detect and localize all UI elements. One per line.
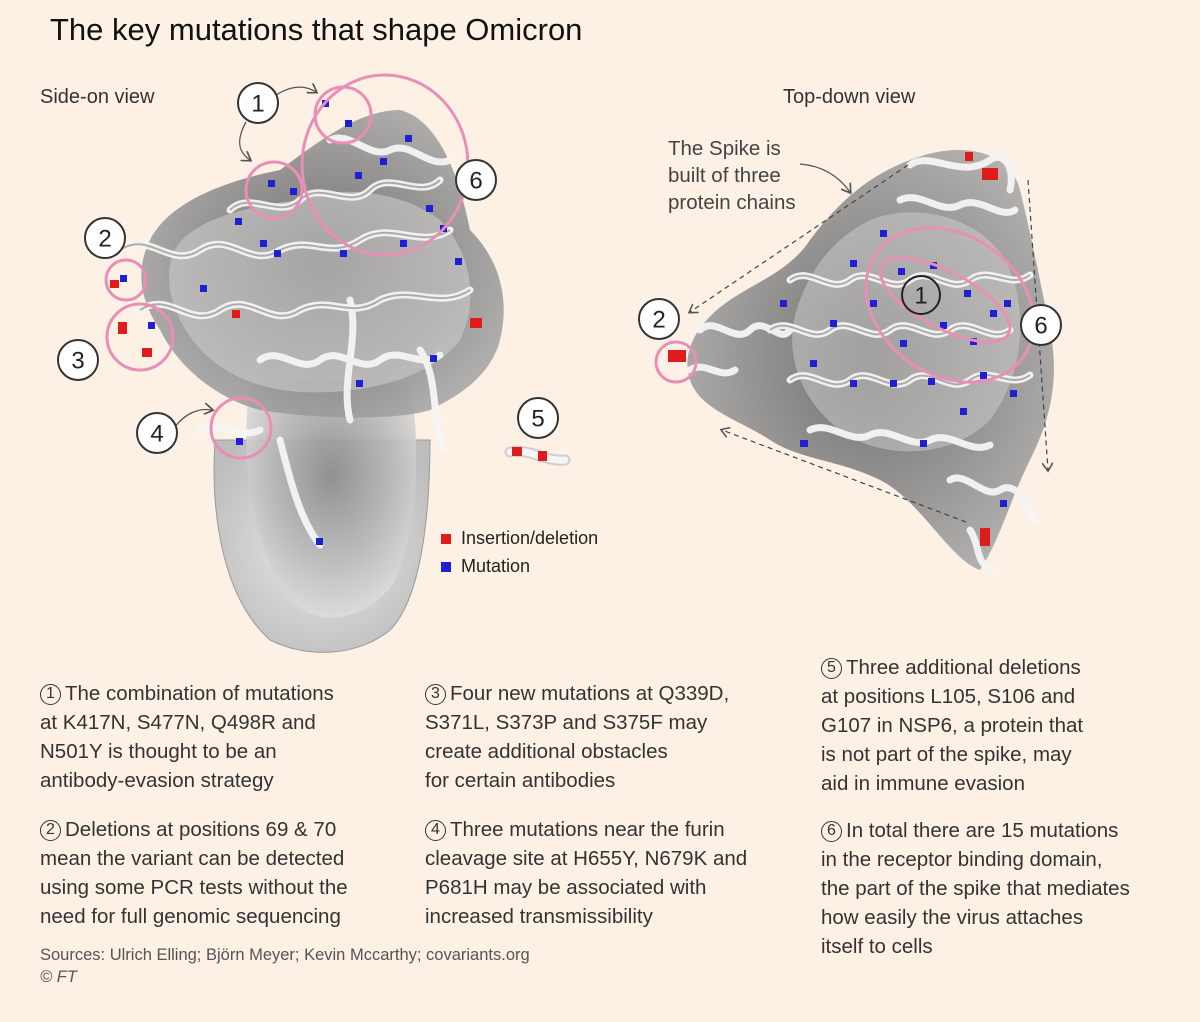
note-line: Deletions at positions 69 & 70	[65, 818, 337, 841]
note-line: The combination of mutations	[65, 682, 334, 705]
note-line: S371L, S373P and S375F may	[425, 711, 708, 734]
note-line: antibody-evasion strategy	[40, 769, 274, 792]
marker-5	[517, 397, 559, 439]
spike-chains-note: The Spike is built of three protein chai…	[668, 135, 796, 216]
legend-insertion-deletion: Insertion/deletion	[441, 528, 598, 549]
sources: Sources: Ulrich Elling; Björn Meyer; Kev…	[40, 946, 530, 964]
note-line: at positions L105, S106 and	[821, 685, 1076, 708]
side-spike-protein	[110, 100, 504, 653]
note-line: Three mutations near the furin	[450, 818, 725, 841]
marker-6-top-label: 6	[1034, 313, 1047, 340]
note-line: In total there are 15 mutations	[846, 819, 1119, 842]
marker-6-top	[1020, 304, 1062, 346]
marker-2-top	[638, 298, 680, 340]
marker-4-side	[136, 412, 178, 454]
side-highlight-3	[105, 302, 175, 372]
marker-1-side	[237, 82, 279, 124]
note-5: 5 Three additional deletions at positions…	[821, 653, 1191, 798]
mutation-swatch	[441, 561, 451, 572]
note-line: at K417N, S477N, Q498R and	[40, 711, 316, 734]
marker-2-top-label: 2	[652, 307, 665, 334]
spike-note-line: protein chains	[668, 191, 796, 214]
note-number: 4	[425, 819, 446, 841]
note-line: using some PCR tests without the	[40, 876, 348, 899]
note-line: G107 in NSP6, a protein that	[821, 714, 1084, 737]
note-number: 5	[821, 657, 842, 679]
copyright: © FT	[40, 968, 77, 986]
top-view-label: Top-down view	[783, 86, 916, 108]
marker-1-top-label: 1	[914, 283, 927, 310]
side-highlight-2	[104, 258, 148, 302]
note-line: increased transmissibility	[425, 905, 653, 928]
note-line: how easily the virus attaches	[821, 906, 1084, 929]
spike-note-line: The Spike is	[668, 137, 781, 160]
note-3: 3 Four new mutations at Q339D, S371L, S37…	[425, 679, 805, 795]
nsp6-fragment	[504, 445, 571, 466]
top-highlight-1	[878, 256, 1012, 344]
marker-2-side	[84, 217, 126, 259]
note-line: is not part of the spike, may	[821, 743, 1072, 766]
legend-mutation: Mutation	[441, 556, 530, 577]
side-view-label: Side-on view	[40, 86, 155, 108]
side-highlight-4	[209, 396, 273, 460]
insertion-swatch	[441, 533, 451, 544]
note-line: N501Y is thought to be an	[40, 740, 277, 763]
marker-3-side-label: 3	[71, 348, 84, 375]
note-line: cleavage site at H655Y, N679K and	[425, 847, 748, 870]
note-number: 3	[425, 683, 446, 705]
note-line: create additional obstacles	[425, 740, 668, 763]
marker-6-side	[455, 159, 497, 201]
note-line: the part of the spike that mediates	[821, 877, 1130, 900]
note-line: for certain antibodies	[425, 769, 616, 792]
note-line: in the receptor binding domain,	[821, 848, 1103, 871]
side-highlight-1-left	[244, 160, 304, 220]
note-line: P681H may be associated with	[425, 876, 707, 899]
note-number: 6	[821, 820, 842, 842]
marker-6-side-label: 6	[469, 168, 482, 195]
marker-5-label: 5	[531, 406, 544, 433]
note-line: need for full genomic sequencing	[40, 905, 341, 928]
marker-2-side-label: 2	[98, 226, 111, 253]
note-1: 1 The combination of mutations at K417N, …	[40, 679, 410, 795]
page-title: The key mutations that shape Omicron	[50, 12, 583, 47]
note-line: Three additional deletions	[846, 656, 1081, 679]
marker-1-top	[901, 275, 941, 315]
note-number: 2	[40, 819, 61, 841]
legend-mutation-label: Mutation	[461, 556, 531, 576]
spike-note-line: built of three	[668, 164, 781, 187]
top-highlight-2	[654, 340, 698, 384]
note-line: Four new mutations at Q339D,	[450, 682, 730, 705]
note-4: 4 Three mutations near the furin cleavage…	[425, 815, 805, 931]
top-highlight-6	[864, 226, 1036, 384]
marker-4-side-label: 4	[150, 421, 163, 448]
note-line: mean the variant can be detected	[40, 847, 345, 870]
marker-1-side-label: 1	[251, 91, 264, 118]
note-2: 2 Deletions at positions 69 & 70 mean the…	[40, 815, 410, 931]
note-6: 6 In total there are 15 mutations in the …	[821, 816, 1196, 961]
legend-insertion-label: Insertion/deletion	[461, 528, 599, 548]
note-number: 1	[40, 683, 61, 705]
spike-illustration: 1 6 2 3 4 5 2 6 1	[57, 73, 1062, 653]
marker-3-side	[57, 339, 99, 381]
note-line: aid in immune evasion	[821, 772, 1025, 795]
note-line: itself to cells	[821, 935, 933, 958]
